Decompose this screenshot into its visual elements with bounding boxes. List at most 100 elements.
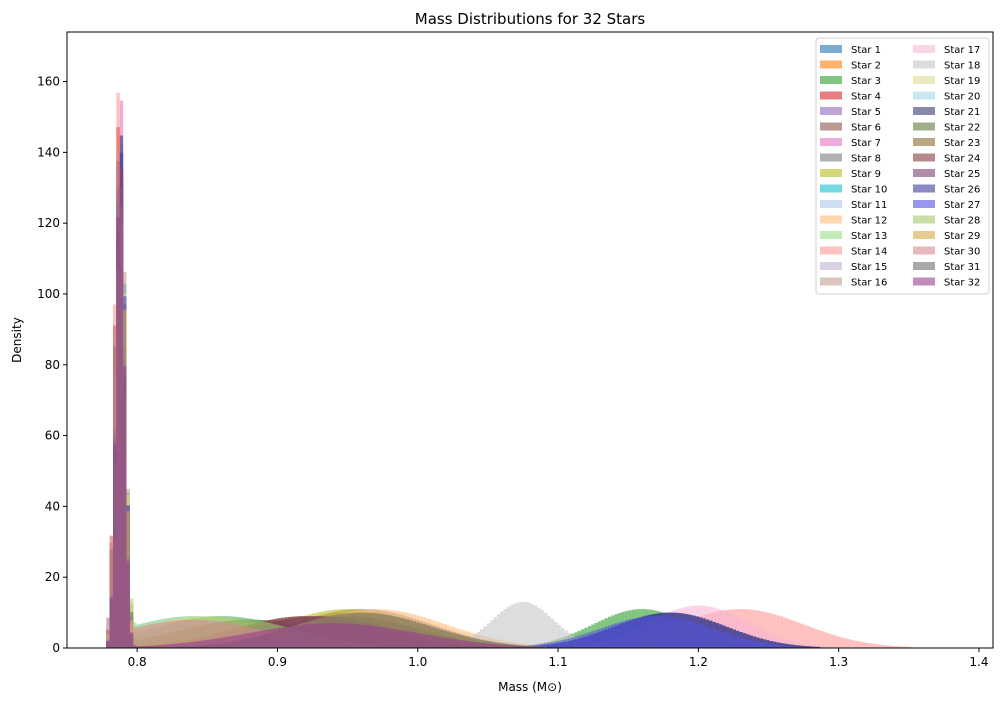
- histogram-bar: [614, 623, 619, 648]
- legend-swatch: [820, 169, 842, 177]
- y-tick-label: 0: [52, 641, 60, 655]
- legend-label: Star 31: [944, 262, 980, 273]
- histogram-bar: [409, 631, 413, 648]
- legend-item: Star 2: [820, 60, 881, 72]
- histogram-bar: [527, 646, 531, 648]
- legend-swatch: [820, 91, 842, 100]
- legend-item: Star 23: [913, 138, 980, 149]
- legend-item: Star 9: [820, 169, 881, 180]
- histogram-bar: [668, 617, 672, 648]
- legend-item: Star 6: [820, 122, 881, 134]
- histogram-bar: [133, 645, 137, 648]
- series-27: [106, 188, 804, 649]
- legend-label: Star 7: [851, 138, 881, 149]
- histogram-bar: [769, 644, 774, 648]
- series-25: [106, 169, 504, 648]
- histogram-bar: [722, 632, 726, 648]
- histogram-bar: [220, 622, 225, 648]
- histogram-bar: [214, 638, 218, 648]
- histogram-bar: [328, 623, 332, 648]
- histogram-bar: [395, 629, 400, 648]
- histogram-bar: [799, 623, 804, 648]
- histogram-bar: [288, 626, 292, 648]
- histogram-bar: [308, 624, 312, 648]
- histogram-bar: [197, 619, 201, 648]
- histogram-bar: [399, 630, 403, 648]
- legend-item: Star 1: [820, 45, 881, 56]
- legend-swatch: [820, 107, 842, 115]
- histogram-bar: [156, 622, 161, 648]
- legend-label: Star 19: [944, 76, 980, 87]
- series-32: [106, 168, 545, 648]
- legend-swatch: [913, 184, 935, 193]
- legend-item: Star 25: [913, 169, 980, 180]
- histogram-bar: [257, 631, 262, 648]
- histogram-bar: [227, 623, 231, 648]
- histogram-bar: [294, 625, 299, 648]
- histogram-bar: [597, 628, 602, 648]
- legend-item: Star 8: [820, 153, 881, 165]
- histogram-bar: [486, 643, 491, 648]
- histogram-bar: [611, 624, 615, 648]
- series-12: [106, 169, 565, 648]
- legend-swatch: [913, 200, 935, 208]
- histogram-bar: [816, 629, 821, 648]
- histogram-bar: [493, 617, 497, 648]
- histogram-bar: [826, 646, 831, 648]
- histogram-bar: [789, 619, 794, 648]
- histogram-bar: [490, 620, 494, 648]
- histogram-bar: [746, 639, 750, 648]
- histogram-bar: [857, 641, 861, 648]
- legend-item: Star 10: [820, 184, 887, 196]
- histogram-bar: [362, 624, 366, 648]
- series-20: [106, 224, 386, 648]
- legend-swatch: [913, 277, 935, 286]
- legend-item: Star 15: [820, 262, 887, 273]
- x-tick-label: 1.1: [549, 655, 568, 669]
- histogram-bar: [671, 617, 676, 648]
- series-9: [106, 220, 538, 648]
- histogram-bar: [193, 619, 198, 648]
- histogram-bar: [365, 625, 369, 648]
- histogram-bar: [217, 621, 221, 648]
- legend-item: Star 16: [820, 277, 887, 289]
- histogram-bar: [776, 636, 780, 648]
- histogram-bar: [732, 635, 736, 648]
- histogram-bar: [230, 623, 235, 648]
- histogram-bar: [540, 643, 545, 648]
- legend-label: Star 13: [851, 231, 887, 242]
- histogram-bar: [267, 629, 272, 648]
- histogram-bar: [126, 559, 130, 648]
- histogram-bar: [170, 620, 174, 648]
- histogram-bar: [776, 644, 780, 648]
- histogram-bar: [240, 634, 245, 648]
- histogram-bar: [651, 616, 656, 648]
- histogram-bar: [224, 622, 228, 648]
- histogram-bar: [843, 638, 848, 648]
- histogram-bar: [544, 646, 548, 648]
- series-1: [106, 143, 467, 648]
- histogram-bar: [840, 637, 844, 648]
- histogram-bar: [806, 626, 811, 648]
- histogram-bar: [890, 645, 895, 648]
- legend-swatch: [820, 122, 842, 131]
- histogram-bar: [678, 618, 683, 648]
- legend-swatch: [820, 200, 842, 208]
- histogram-bar: [624, 620, 629, 648]
- histogram-bar: [173, 643, 177, 648]
- histogram-bar: [581, 634, 585, 648]
- series-17: [106, 135, 831, 648]
- histogram-bar: [554, 621, 558, 648]
- legend-label: Star 24: [944, 154, 980, 165]
- histogram-bar: [197, 641, 201, 648]
- series-13: [106, 205, 376, 648]
- histogram-bar: [416, 632, 420, 648]
- series-29: [106, 206, 548, 648]
- y-axis-label: Density: [10, 317, 24, 363]
- histogram-bar: [476, 642, 481, 648]
- histogram-bar: [153, 623, 157, 648]
- histogram-bar: [793, 641, 797, 648]
- histogram-bar: [459, 640, 464, 648]
- legend-label: Star 3: [851, 76, 881, 87]
